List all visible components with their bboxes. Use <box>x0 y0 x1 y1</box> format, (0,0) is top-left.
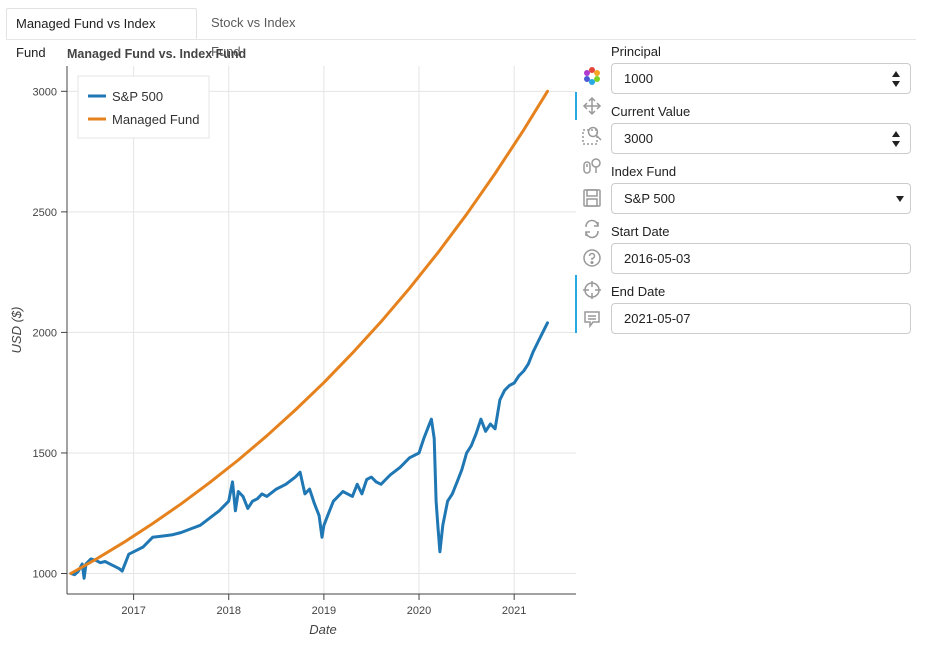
start-date-input[interactable]: 2016-05-03 <box>611 243 911 274</box>
x-tick-label: 2017 <box>121 605 145 617</box>
index-fund-select[interactable]: S&P 500 <box>611 183 911 214</box>
legend-box <box>77 75 210 139</box>
y-tick-label: 2000 <box>33 327 57 339</box>
save-icon[interactable] <box>580 186 604 210</box>
legend[interactable]: S&P 500 Managed Fund <box>77 75 210 139</box>
x-tick-label: 2020 <box>407 605 431 617</box>
legend-label-managed[interactable]: Managed Fund <box>112 112 199 127</box>
y-tick-label: 1000 <box>33 569 57 581</box>
end-date-value: 2021-05-07 <box>624 311 691 326</box>
start-date-value: 2016-05-03 <box>624 251 691 266</box>
spinner-up-icon[interactable] <box>892 71 900 77</box>
current-value-spinner[interactable] <box>890 127 904 151</box>
spinner-up-icon[interactable] <box>892 131 900 137</box>
series-line-sp500 <box>69 321 549 580</box>
x-tick-label: 2021 <box>502 605 526 617</box>
principal-input[interactable]: 1000 <box>611 63 911 94</box>
reset-icon[interactable] <box>580 217 604 241</box>
tab-managed-fund-vs-index-fund[interactable]: Managed Fund vs Index Fund <box>6 8 197 60</box>
y-tick-label: 1500 <box>33 448 57 460</box>
legend-label-sp500[interactable]: S&P 500 <box>112 89 163 104</box>
end-date-input[interactable]: 2021-05-07 <box>611 303 911 334</box>
current-value-value: 3000 <box>624 131 653 146</box>
end-date-label: End Date <box>611 284 666 299</box>
index-fund-label: Index Fund <box>611 164 677 179</box>
tab-stock-vs-index-fund[interactable]: Stock vs Index Fund <box>211 15 296 59</box>
bokeh-logo-icon[interactable] <box>580 64 604 88</box>
x-tick-label: 2018 <box>216 605 240 617</box>
principal-spinner[interactable] <box>890 67 904 91</box>
series-line-managed-fund <box>69 89 549 575</box>
y-tick-label: 2500 <box>33 207 57 219</box>
spinner-down-icon[interactable] <box>892 141 900 147</box>
y-tick-label: 3000 <box>33 86 57 98</box>
crosshair-icon[interactable] <box>580 278 604 302</box>
box-zoom-icon[interactable] <box>580 123 604 147</box>
plot-frame <box>67 66 576 594</box>
principal-value: 1000 <box>624 71 653 86</box>
spinner-down-icon[interactable] <box>892 81 900 87</box>
y-axis-label: USD ($) <box>9 307 24 354</box>
pan-icon[interactable] <box>580 94 604 118</box>
help-icon[interactable] <box>580 246 604 270</box>
current-value-input[interactable]: 3000 <box>611 123 911 154</box>
toolbar-active-indicator <box>575 92 577 120</box>
toolbar-active-indicator <box>575 275 577 333</box>
tab-bar: Managed Fund vs Index Fund Stock vs Inde… <box>6 8 916 60</box>
chart-title: Managed Fund vs. Index Fund <box>67 47 247 61</box>
chevron-down-icon <box>896 196 904 202</box>
index-fund-value: S&P 500 <box>624 191 676 206</box>
current-value-label: Current Value <box>611 104 691 119</box>
x-axis-label: Date <box>309 622 336 637</box>
x-tick-label: 2019 <box>312 605 336 617</box>
hover-icon[interactable] <box>580 307 604 331</box>
start-date-label: Start Date <box>611 224 670 239</box>
wheel-zoom-icon[interactable] <box>580 155 604 179</box>
chart-toolbar <box>575 62 607 337</box>
principal-label: Principal <box>611 44 661 59</box>
